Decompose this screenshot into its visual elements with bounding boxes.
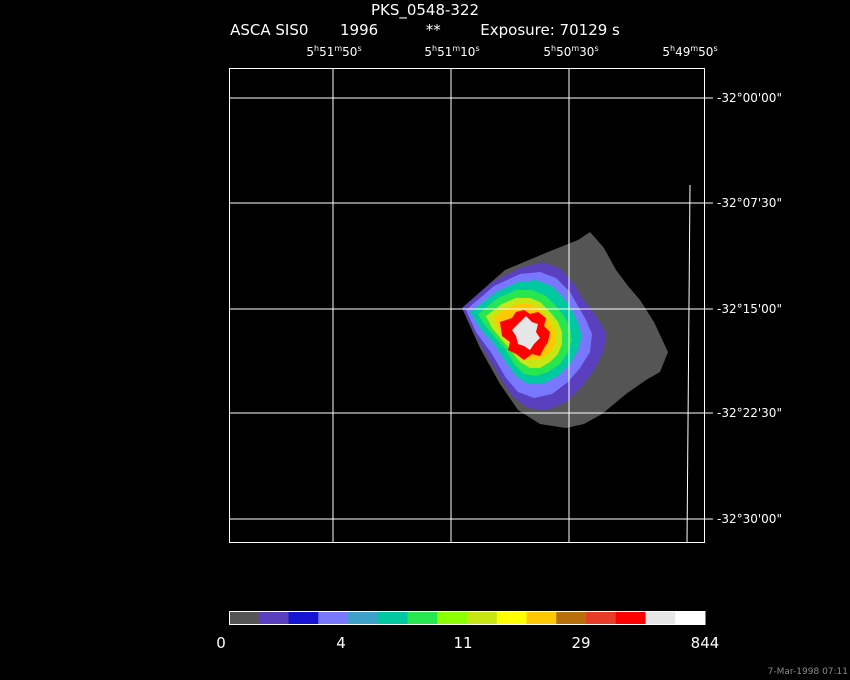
ra-tick-label: 5h50m30s: [543, 44, 599, 59]
colorbar-swatch: [407, 611, 438, 625]
colorbar-swatch: [437, 611, 468, 625]
plot-frame: [229, 68, 705, 543]
colorbar-swatch: [615, 611, 646, 625]
colorbar-swatch: [348, 611, 379, 625]
dec-tick: [705, 97, 713, 520]
dec-tick-label: -32°07'30": [717, 196, 782, 210]
ra-grid-line: [686, 184, 691, 544]
instrument-label: ASCA SIS0: [230, 21, 309, 39]
timestamp: 7-Mar-1998 07:11: [767, 667, 848, 677]
colorbar-swatch: [496, 611, 527, 625]
object-title: PKS_0548-322: [370, 1, 480, 19]
colorbar-swatch: [288, 611, 319, 625]
observation-info: ASCA SIS0 1996 ** Exposure: 70129 s: [0, 21, 850, 39]
colorbar-label: 4: [336, 634, 346, 652]
colorbar-swatch: [675, 611, 706, 625]
ra-tick-label: 5h51m10s: [424, 44, 480, 59]
colorbar-swatch: [258, 611, 289, 625]
colorbar-swatch: [467, 611, 498, 625]
colorbar-label: 29: [571, 634, 591, 652]
marker-label: **: [425, 21, 441, 39]
colorbar-swatch: [586, 611, 617, 625]
colorbar-swatch: [526, 611, 557, 625]
ra-tick-label: 5h51m50s: [306, 44, 362, 59]
colorbar-swatch: [318, 611, 349, 625]
colorbar-label: 844: [690, 634, 720, 652]
ra-tick-label: 5h49m50s: [662, 44, 718, 59]
colorbar-swatch: [645, 611, 676, 625]
colorbar-swatch: [229, 611, 260, 625]
emission-peak: [512, 316, 540, 350]
dec-tick-label: -32°15'00": [717, 302, 782, 316]
colorbar-label: 11: [453, 634, 473, 652]
exposure-label: Exposure: 70129 s: [480, 21, 620, 39]
colorbar-swatch: [377, 611, 408, 625]
year-label: 1996: [339, 21, 379, 39]
dec-tick-label: -32°30'00": [717, 512, 782, 526]
coordinate-grid: [229, 68, 713, 544]
dec-tick-label: -32°22'30": [717, 406, 782, 420]
colorbar-label: 0: [216, 634, 226, 652]
source-emission: [462, 232, 668, 428]
colorbar: [229, 611, 706, 625]
colorbar-frame: [229, 611, 705, 625]
colorbar-swatch: [556, 611, 587, 625]
dec-tick-label: -32°00'00": [717, 91, 782, 105]
